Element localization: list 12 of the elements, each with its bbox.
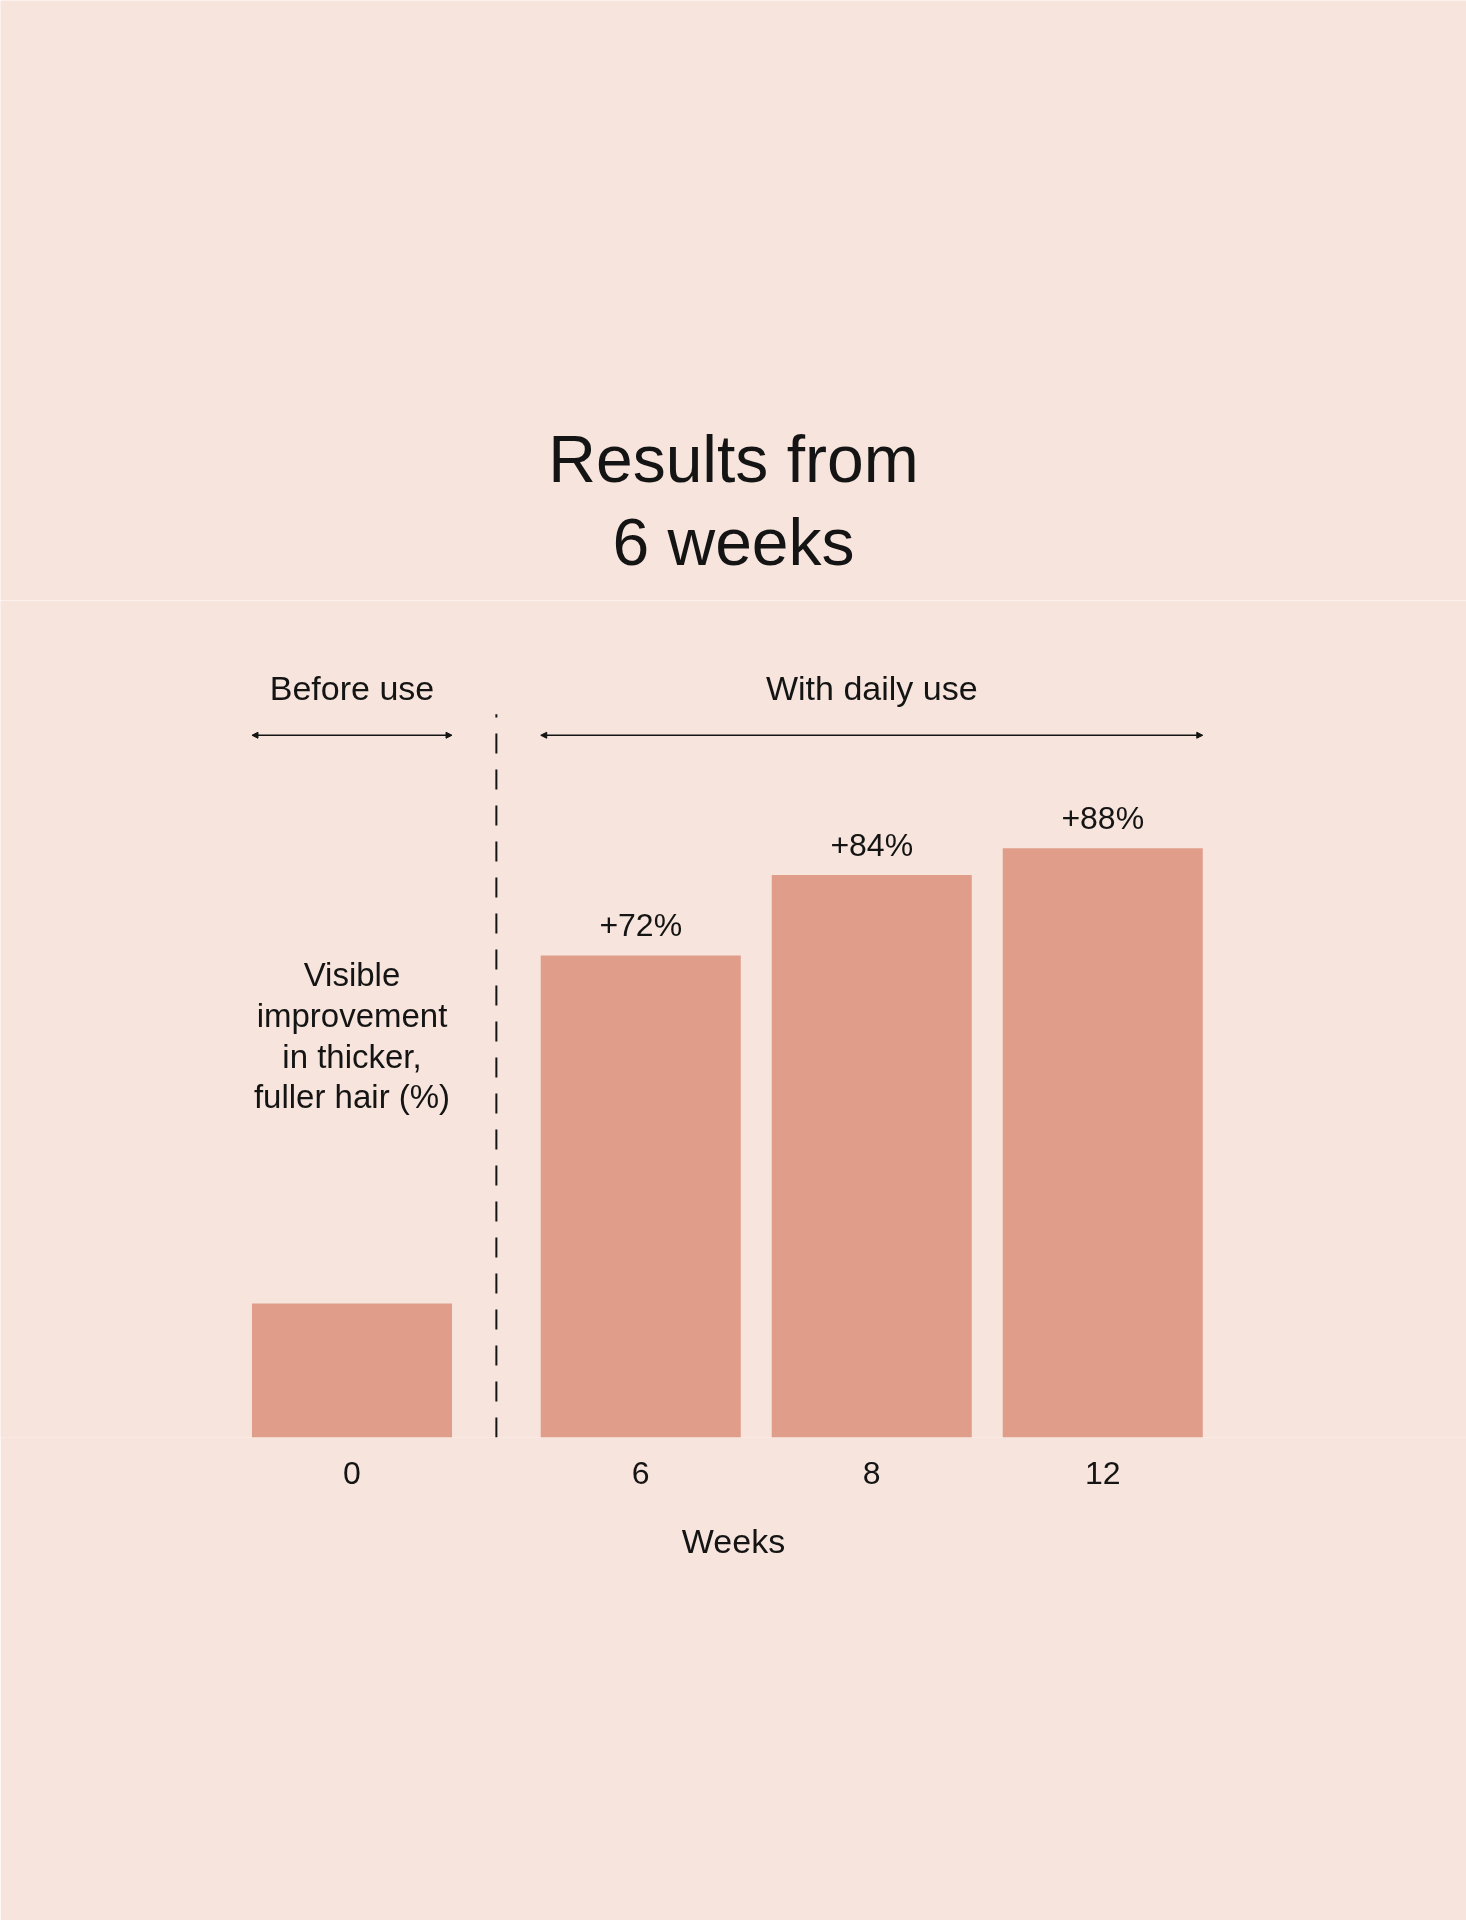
x-axis-title: Weeks: [681, 1521, 786, 1560]
x-tick-label: 0: [343, 1454, 361, 1491]
y-axis-title: Visible improvement in thicker, fuller hair (%): [253, 956, 451, 1116]
x-tick-label: 6: [631, 1454, 650, 1491]
data-label: +84%: [830, 827, 914, 864]
annotation: Before use: [269, 668, 435, 707]
annotation: With daily use: [765, 668, 978, 707]
x-tick-label: 12: [1084, 1454, 1121, 1491]
data-label: +88%: [1061, 800, 1145, 837]
x-tick-label: 8: [862, 1454, 881, 1491]
data-label: +72%: [599, 907, 683, 944]
chart-title: Results from 6 weeks: [548, 422, 919, 579]
